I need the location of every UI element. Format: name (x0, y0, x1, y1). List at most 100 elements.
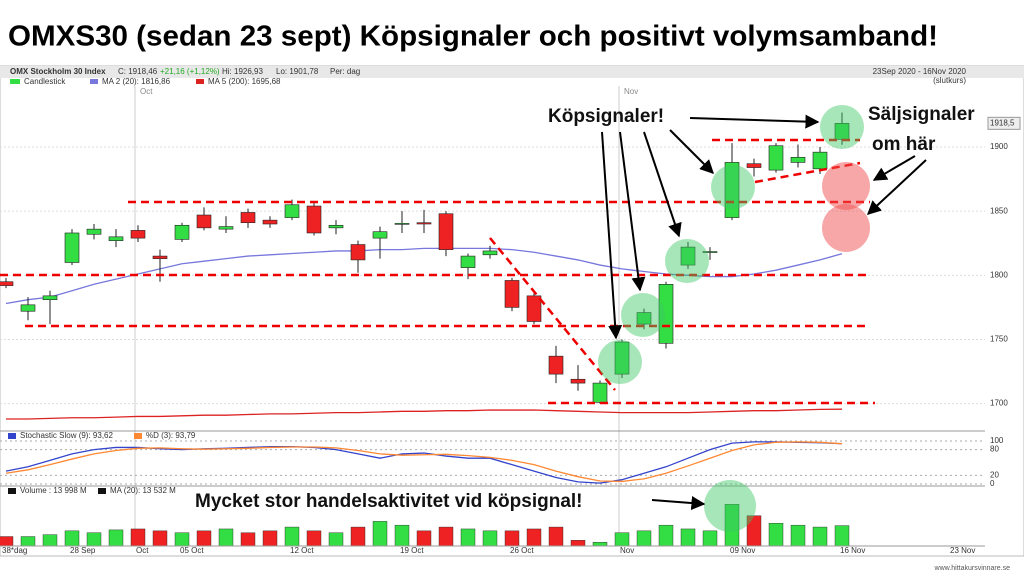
buy-circles (598, 105, 864, 532)
x-tick-label: 23 Nov (950, 546, 975, 555)
volume-bar (42, 534, 58, 547)
price-basis: (slutkurs) (933, 76, 966, 85)
volume-bar (262, 530, 278, 547)
legend-entry: %D (3): 93,79 (146, 431, 196, 440)
legend-swatch (8, 488, 16, 494)
volume-bar (130, 528, 146, 547)
candle-body (460, 255, 476, 268)
y-tick-label: 0 (990, 479, 995, 488)
volume-bar (372, 521, 388, 547)
volume-bar (438, 526, 454, 547)
volume-bar (680, 528, 696, 547)
volume-bar (504, 530, 520, 547)
candle-body (482, 250, 498, 256)
x-tick-label: 28 Sep (70, 546, 96, 555)
volume-bar (416, 530, 432, 547)
sell-annotation: om här (872, 134, 936, 155)
candle-body (152, 255, 168, 259)
sell-annotation: Säljsignaler (868, 104, 975, 125)
candle-body (790, 156, 806, 163)
legend-entry: Candlestick (24, 77, 66, 86)
price-plot: 1700 1750 1800 1850 1900 28 Sep Oct Oct 05 Oct 12… (0, 77, 1021, 555)
candle-body (350, 244, 366, 261)
buy-annotation: Köpsignaler! (548, 106, 664, 127)
x-tick-label: Nov (620, 546, 634, 555)
arrows (601, 114, 927, 511)
candle-body (42, 295, 58, 300)
legend-swatch (98, 488, 106, 494)
legend-swatch (134, 433, 142, 439)
y-tick-label: 1850 (990, 206, 1008, 215)
high: Hi: 1926,93 (222, 67, 263, 76)
volume-bar (592, 542, 608, 547)
candle-body (306, 205, 322, 234)
candle-body (438, 213, 454, 250)
candle-body (240, 212, 256, 224)
volume-bar (218, 528, 234, 547)
x-tick-label: 12 Oct (290, 546, 314, 555)
candle-body (372, 231, 388, 239)
line (6, 408, 843, 420)
period: Per: dag (330, 67, 360, 76)
candle-body (504, 280, 520, 308)
legend-swatch (10, 79, 20, 84)
candle-body (86, 228, 102, 235)
chart-title: OMX Stockholm 30 Index (10, 67, 106, 76)
candle-body (548, 355, 564, 375)
candle-body (218, 226, 234, 230)
y-tick-label: 1750 (990, 335, 1008, 344)
volume-bar (394, 524, 410, 547)
legend-swatch (8, 433, 16, 439)
volume-bar (768, 523, 784, 547)
candle-body (196, 214, 212, 229)
volume-bar (0, 536, 14, 547)
x-tick-label: 26 Oct (510, 546, 534, 555)
volume-bar (350, 526, 366, 547)
candle-body (592, 382, 608, 403)
candle-body (262, 219, 278, 225)
volume-bar (834, 525, 850, 547)
candle-body (130, 230, 146, 239)
candle-body (768, 145, 784, 171)
legend-entry: MA 5 (200): 1695,68 (208, 77, 281, 86)
volume-bar (548, 526, 564, 547)
candle-body (570, 378, 586, 384)
x-tick-label: 16 Nov (840, 546, 865, 555)
low: Lo: 1901,78 (276, 67, 319, 76)
candle-body (20, 304, 36, 312)
legend-entry: Stochastic Slow (9): 93,62 (20, 431, 113, 440)
volume-bar (658, 524, 674, 547)
legend-entry: MA (20): 13 532 M (110, 486, 176, 495)
candle-body (746, 163, 762, 168)
y-tick-label: 1700 (990, 399, 1008, 408)
candle-body (526, 295, 542, 322)
y-tick-label: 20 (990, 471, 999, 480)
x-tick-label: Oct (136, 546, 149, 555)
candle-body (394, 223, 410, 225)
x-tick-label: 05 Oct (180, 546, 204, 555)
volume-bar (702, 530, 718, 547)
period-label: 38*dag (2, 546, 27, 555)
volume-bar (526, 528, 542, 547)
legend-swatch (90, 79, 98, 84)
volume-bar (108, 529, 124, 547)
level-lines (0, 138, 875, 405)
candle-body (64, 232, 80, 263)
volume-bar (790, 524, 806, 547)
volume-bar (328, 532, 344, 547)
legend-entry: MA 2 (20): 1816,86 (102, 77, 171, 86)
volume-bar (196, 530, 212, 547)
y-tick-label: 1800 (990, 270, 1008, 279)
last-price-box (987, 116, 1021, 130)
page-title: OMXS30 (sedan 23 sept) Köpsignaler och p… (8, 21, 938, 53)
volume-bar (482, 530, 498, 547)
volume-bar (812, 526, 828, 547)
change: +21,16 (+1,12%) (160, 67, 220, 76)
legend-entry: Volume : 13 998 M (20, 486, 87, 495)
x-month-label: Oct (140, 87, 153, 96)
candle-body (614, 341, 630, 375)
candle-body (328, 224, 344, 229)
candle-body (680, 246, 696, 266)
candle-body (636, 312, 652, 325)
